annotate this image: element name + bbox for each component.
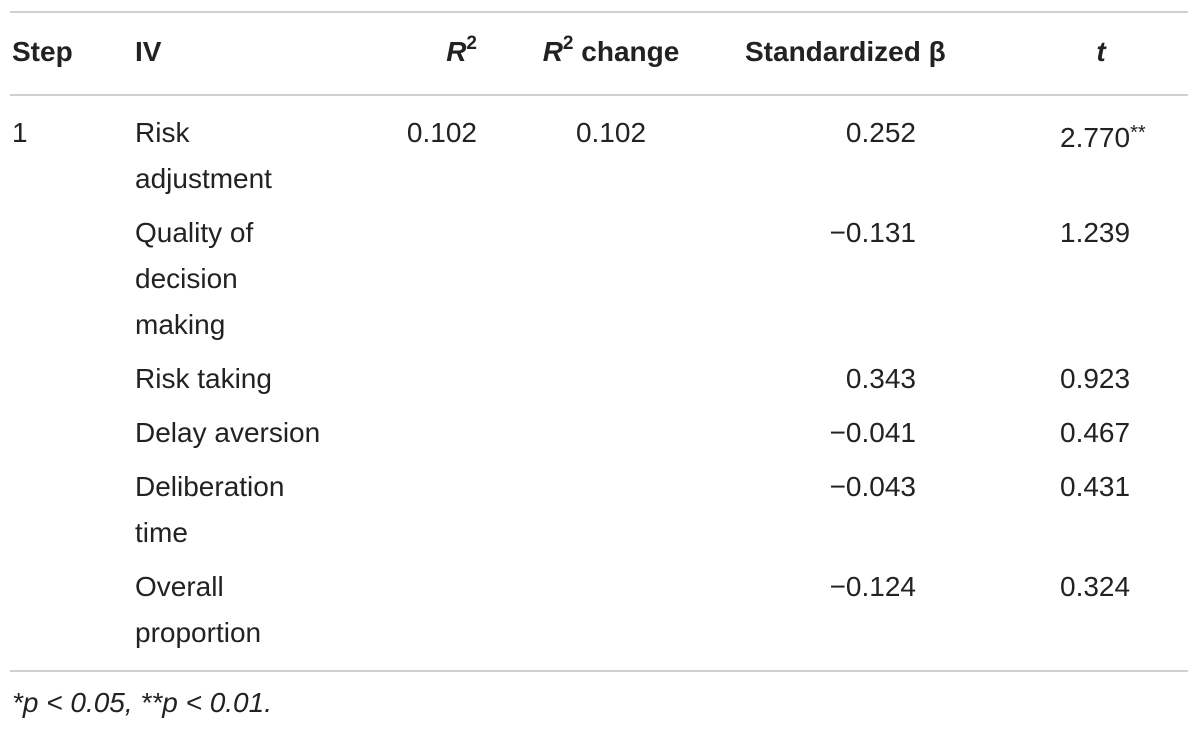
cell-t-value: 1.239 xyxy=(1060,217,1131,248)
cell-beta: −0.124 xyxy=(829,571,916,602)
cell-t: 0.431 xyxy=(1060,464,1130,510)
cell-iv: decision xyxy=(135,263,238,294)
cell-iv: Overall xyxy=(135,571,224,602)
header-cell: R2 change xyxy=(491,29,731,75)
cell-r2-change: 0.102 xyxy=(575,117,647,148)
cell-iv: Deliberation xyxy=(135,471,285,502)
cell-t-value: 0.324 xyxy=(1060,571,1131,602)
cell-r2: 0.102 xyxy=(406,117,477,148)
header-text: change xyxy=(573,36,680,67)
cell-iv: Delay aversion xyxy=(135,417,321,448)
cell-iv: Risk taking xyxy=(135,363,272,394)
cell-t: 0.467 xyxy=(1060,410,1130,456)
cell-iv: time xyxy=(135,517,188,548)
header-cell: IV xyxy=(135,36,162,67)
header-italic: R xyxy=(542,36,563,67)
header-superscript: 2 xyxy=(466,33,477,54)
bottom-rule xyxy=(10,670,1188,672)
cell-t-value: 2.770 xyxy=(1060,122,1131,153)
cell-t: 0.923 xyxy=(1060,356,1130,402)
header-cell: Standardized β xyxy=(745,36,946,67)
cell-iv: proportion xyxy=(135,617,262,648)
cell-beta: −0.041 xyxy=(829,417,916,448)
top-rule xyxy=(10,11,1188,13)
cell-iv: Quality of xyxy=(135,217,254,248)
header-superscript: 2 xyxy=(562,33,574,54)
header-italic: R xyxy=(446,36,467,67)
cell-t: 2.770** xyxy=(1060,110,1146,161)
cell-t: 0.324 xyxy=(1060,564,1130,610)
footnote: *p < 0.05, **p < 0.01. xyxy=(12,687,272,718)
cell-beta: −0.043 xyxy=(829,471,916,502)
header-cell: t xyxy=(1096,36,1106,67)
cell-t-value: 0.923 xyxy=(1060,363,1131,394)
cell-step: 1 xyxy=(12,117,28,148)
cell-iv: Risk xyxy=(135,117,190,148)
cell-iv: adjustment xyxy=(135,163,272,194)
cell-beta: 0.343 xyxy=(845,363,916,394)
cell-t: 1.239 xyxy=(1060,210,1130,256)
header-cell: Step xyxy=(12,36,73,67)
header-cell: R2 xyxy=(446,29,477,75)
cell-beta: 0.252 xyxy=(845,117,916,148)
cell-t-significance: ** xyxy=(1130,122,1146,144)
cell-iv: making xyxy=(135,309,226,340)
header-rule xyxy=(10,94,1188,96)
cell-t-value: 0.431 xyxy=(1060,471,1131,502)
cell-beta: −0.131 xyxy=(829,217,916,248)
cell-t-value: 0.467 xyxy=(1060,417,1131,448)
